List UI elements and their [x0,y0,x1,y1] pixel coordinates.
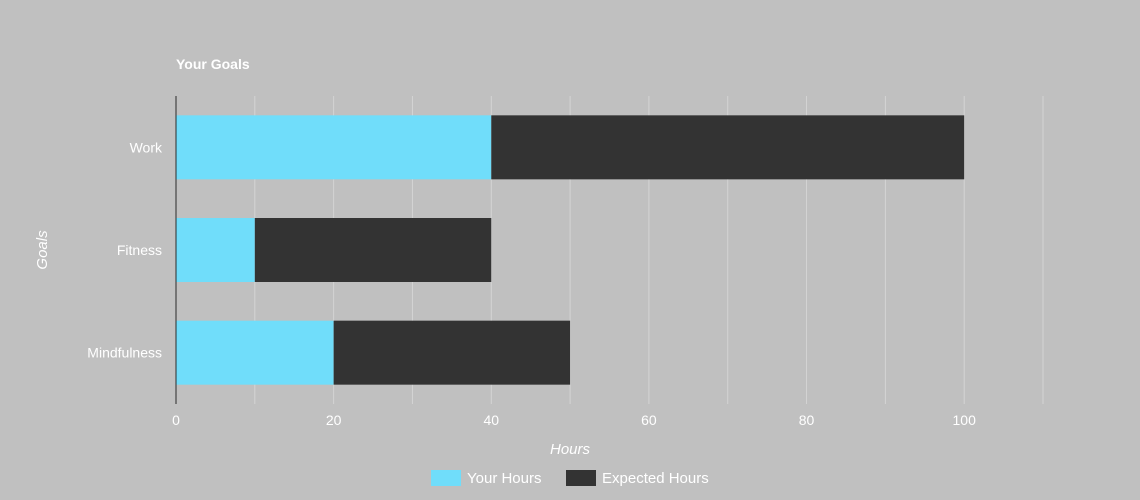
bar-mindfulness-expected-hours[interactable] [333,320,571,385]
x-tick-labels: 0 20 40 60 80 100 [172,412,976,428]
legend-label[interactable]: Your Hours [467,470,542,487]
x-tick-label: 20 [326,412,342,428]
bar-mindfulness-your-hours[interactable] [176,320,334,385]
bar-fitness-your-hours[interactable] [176,218,255,282]
bar-work-expected-hours[interactable] [491,115,965,180]
legend: Your Hours Expected Hours [431,470,709,487]
bar-group [176,115,965,385]
legend-swatch[interactable] [566,470,596,486]
y-axis-title: Goals [34,230,51,270]
chart-title: Your Goals [176,56,250,72]
y-tick-label: Fitness [117,242,162,258]
x-tick-label: 60 [641,412,657,428]
y-tick-label: Work [130,139,163,155]
legend-swatch[interactable] [431,470,461,486]
bar-fitness-expected-hours[interactable] [254,218,492,282]
bar-work-your-hours[interactable] [176,115,492,180]
y-tick-label: Mindfulness [87,345,162,361]
x-tick-label: 100 [953,412,977,428]
y-tick-labels: Work Fitness Mindfulness [87,139,163,360]
x-tick-label: 40 [483,412,499,428]
x-tick-label: 80 [799,412,815,428]
legend-label[interactable]: Expected Hours [602,470,709,487]
x-tick-label: 0 [172,412,180,428]
x-axis-title: Hours [550,441,591,458]
